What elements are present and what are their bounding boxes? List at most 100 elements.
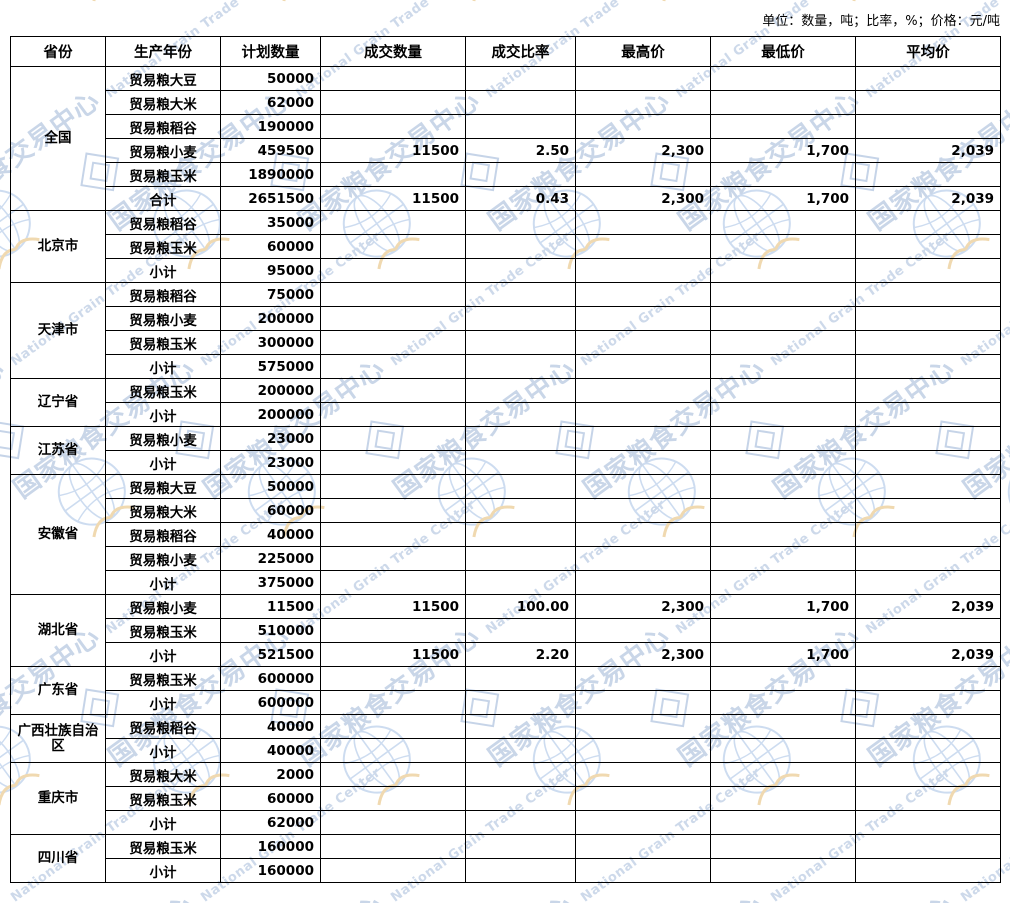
table-row: 贸易粮稻谷 190000 bbox=[11, 114, 1001, 139]
lowest-price-cell bbox=[710, 618, 856, 643]
average-price-cell bbox=[855, 66, 1001, 91]
column-header-6[interactable]: 最低价 bbox=[710, 36, 856, 67]
column-header-7[interactable]: 平均价 bbox=[855, 36, 1001, 67]
lowest-price-cell bbox=[710, 762, 856, 787]
production-year-cell: 小计 bbox=[105, 738, 221, 763]
highest-price-cell bbox=[575, 714, 711, 739]
grain-trade-table: 省份 生产年份 计划数量 成交数量 成交比率 最高价 最低价 平均价 全国 贸易粮大豆 50000… bbox=[10, 36, 1001, 883]
deal-quantity-cell bbox=[320, 162, 466, 187]
highest-price-cell bbox=[575, 306, 711, 331]
highest-price-cell: 2,300 bbox=[575, 138, 711, 163]
plan-quantity-cell: 40000 bbox=[220, 738, 321, 763]
plan-quantity-cell: 60000 bbox=[220, 234, 321, 259]
deal-quantity-cell bbox=[320, 306, 466, 331]
average-price-cell bbox=[855, 834, 1001, 859]
deal-quantity-cell bbox=[320, 234, 466, 259]
column-header-0[interactable]: 省份 bbox=[10, 36, 106, 67]
plan-quantity-cell: 23000 bbox=[220, 450, 321, 475]
production-year-cell: 贸易粮稻谷 bbox=[105, 114, 221, 139]
average-price-cell bbox=[855, 498, 1001, 523]
deal-quantity-cell bbox=[320, 858, 466, 883]
plan-quantity-cell: 521500 bbox=[220, 642, 321, 667]
province-cell: 重庆市 bbox=[10, 762, 106, 835]
deal-ratio-cell bbox=[465, 666, 576, 691]
plan-quantity-cell: 200000 bbox=[220, 402, 321, 427]
deal-ratio-cell bbox=[465, 114, 576, 139]
lowest-price-cell bbox=[710, 498, 856, 523]
plan-quantity-cell: 190000 bbox=[220, 114, 321, 139]
table-row: 北京市 贸易粮稻谷 35000 bbox=[10, 210, 1001, 283]
production-year-cell: 贸易粮玉米 bbox=[105, 162, 221, 187]
average-price-cell bbox=[855, 402, 1001, 427]
column-header-3[interactable]: 成交数量 bbox=[320, 36, 466, 67]
deal-quantity-cell bbox=[320, 714, 466, 739]
plan-quantity-cell: 200000 bbox=[220, 306, 321, 331]
plan-quantity-cell: 62000 bbox=[220, 90, 321, 115]
production-year-cell: 贸易粮大豆 bbox=[105, 66, 221, 91]
plan-quantity-cell: 300000 bbox=[220, 330, 321, 355]
column-header-5[interactable]: 最高价 bbox=[575, 36, 711, 67]
average-price-cell bbox=[855, 522, 1001, 547]
production-year-cell: 小计 bbox=[105, 570, 221, 595]
province-cell: 江苏省 bbox=[10, 426, 106, 475]
production-year-cell: 贸易粮大米 bbox=[105, 762, 221, 787]
highest-price-cell bbox=[575, 738, 711, 763]
production-year-cell: 贸易粮玉米 bbox=[105, 330, 221, 355]
lowest-price-cell: 1,700 bbox=[710, 594, 856, 619]
production-year-cell: 贸易粮小麦 bbox=[105, 426, 221, 451]
table-row: 四川省 贸易粮玉米 160000 bbox=[10, 834, 1001, 883]
lowest-price-cell bbox=[710, 114, 856, 139]
deal-ratio-cell bbox=[465, 282, 576, 307]
production-year-cell: 贸易粮小麦 bbox=[105, 306, 221, 331]
production-year-cell: 贸易粮小麦 bbox=[105, 594, 221, 619]
average-price-cell bbox=[855, 738, 1001, 763]
highest-price-cell bbox=[575, 690, 711, 715]
highest-price-cell: 2,300 bbox=[575, 594, 711, 619]
production-year-cell: 贸易粮大米 bbox=[105, 498, 221, 523]
lowest-price-cell: 1,700 bbox=[710, 138, 856, 163]
lowest-price-cell bbox=[710, 786, 856, 811]
province-cell: 北京市 bbox=[10, 210, 106, 283]
globe-icon bbox=[604, 0, 724, 18]
highest-price-cell bbox=[575, 498, 711, 523]
deal-quantity-cell bbox=[320, 258, 466, 283]
plan-quantity-cell: 2651500 bbox=[220, 186, 321, 211]
average-price-cell bbox=[855, 114, 1001, 139]
deal-quantity-cell bbox=[320, 498, 466, 523]
column-header-2[interactable]: 计划数量 bbox=[220, 36, 321, 67]
deal-quantity-cell bbox=[320, 210, 466, 235]
deal-ratio-cell bbox=[465, 354, 576, 379]
deal-ratio-cell bbox=[465, 690, 576, 715]
deal-quantity-cell bbox=[320, 690, 466, 715]
average-price-cell bbox=[855, 714, 1001, 739]
table-row: 小计 23000 bbox=[11, 450, 1001, 475]
table-row: 小计 40000 bbox=[11, 738, 1001, 763]
plan-quantity-cell: 62000 bbox=[220, 810, 321, 835]
table-row: 贸易粮大米 60000 bbox=[11, 498, 1001, 523]
lowest-price-cell: 1,700 bbox=[710, 186, 856, 211]
deal-quantity-cell bbox=[320, 810, 466, 835]
lowest-price-cell bbox=[710, 210, 856, 235]
lowest-price-cell bbox=[710, 306, 856, 331]
plan-quantity-cell: 11500 bbox=[220, 594, 321, 619]
lowest-price-cell bbox=[710, 282, 856, 307]
production-year-cell: 小计 bbox=[105, 858, 221, 883]
highest-price-cell bbox=[575, 666, 711, 691]
table-row: 广东省 贸易粮玉米 600000 bbox=[10, 666, 1001, 715]
table-row: 小计 575000 bbox=[11, 354, 1001, 379]
column-header-1[interactable]: 生产年份 bbox=[105, 36, 221, 67]
deal-ratio-cell bbox=[465, 90, 576, 115]
highest-price-cell: 2,300 bbox=[575, 186, 711, 211]
table-row: 全国 贸易粮大豆 50000 bbox=[10, 66, 1001, 211]
highest-price-cell bbox=[575, 762, 711, 787]
highest-price-cell bbox=[575, 450, 711, 475]
deal-ratio-cell bbox=[465, 810, 576, 835]
production-year-cell: 贸易粮小麦 bbox=[105, 546, 221, 571]
column-header-4[interactable]: 成交比率 bbox=[465, 36, 576, 67]
table-row: 贸易粮小麦 200000 bbox=[11, 306, 1001, 331]
production-year-cell: 合计 bbox=[105, 186, 221, 211]
province-cell: 广西壮族自治区 bbox=[10, 714, 106, 763]
lowest-price-cell bbox=[710, 522, 856, 547]
highest-price-cell bbox=[575, 378, 711, 403]
production-year-cell: 小计 bbox=[105, 642, 221, 667]
